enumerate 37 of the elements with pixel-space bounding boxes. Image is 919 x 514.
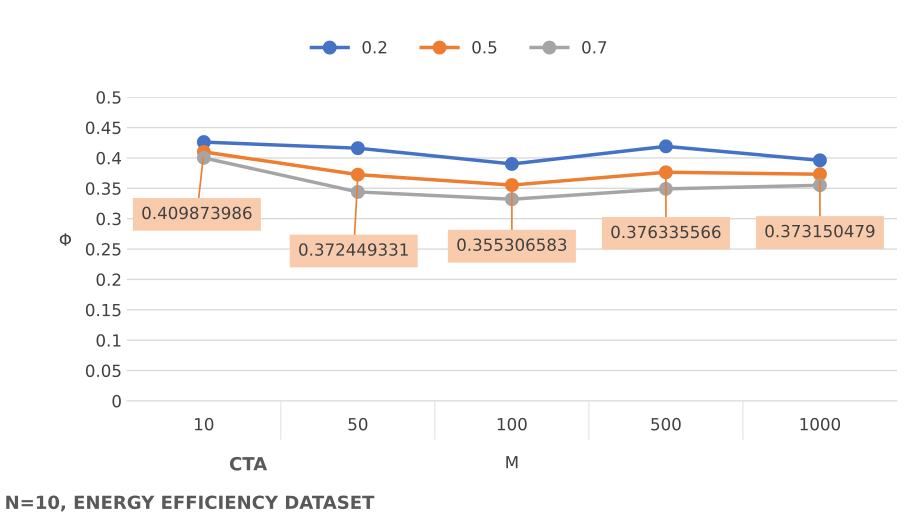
y-tick-label: 0.05	[86, 364, 121, 378]
point	[350, 168, 365, 182]
data-label: 0.372449331	[299, 243, 408, 256]
y-tick-label: 0.1	[96, 334, 120, 347]
x-tick-label: 100	[498, 418, 527, 430]
y-tick-label: 0.5	[96, 91, 121, 104]
x-tick-label: 10	[195, 418, 214, 430]
y-tick-label: 0.3	[96, 212, 121, 226]
point	[812, 153, 827, 168]
x-tick-label: 50	[348, 418, 368, 430]
legend-label: 0.2	[362, 40, 386, 54]
y-tick-label: 0.25	[86, 242, 121, 256]
point	[812, 167, 827, 182]
point	[350, 141, 365, 156]
text: CTA	[230, 456, 268, 471]
x-axis-title: M	[506, 456, 518, 468]
legend-label: 0.5	[472, 40, 496, 54]
y-tick-label: 0.2	[96, 273, 120, 286]
legend-label: 0.7	[582, 40, 606, 54]
point	[658, 139, 673, 154]
y-tick-label: 0.45	[86, 121, 121, 134]
data-label: 0.376335566	[611, 226, 721, 238]
data-label: 0.409873986	[142, 206, 252, 220]
point	[504, 178, 519, 192]
text: N=10, ENERGY EFFICIENCY DATASET	[6, 495, 374, 512]
y-tick-label: 0.35	[86, 182, 121, 195]
point	[504, 157, 519, 171]
point	[196, 150, 211, 165]
data-label: 0.373150479	[765, 224, 874, 238]
y-tick-label: 0.4	[96, 152, 122, 164]
y-tick-label: 0.15	[86, 304, 121, 316]
x-tick-label: 500	[651, 418, 681, 430]
data-label: 0.355306583	[457, 238, 566, 251]
x-tick-label: 1000	[800, 418, 840, 430]
y-tick-label: 0	[112, 394, 121, 408]
y-axis-title: Φ	[60, 233, 72, 246]
point	[658, 165, 673, 180]
